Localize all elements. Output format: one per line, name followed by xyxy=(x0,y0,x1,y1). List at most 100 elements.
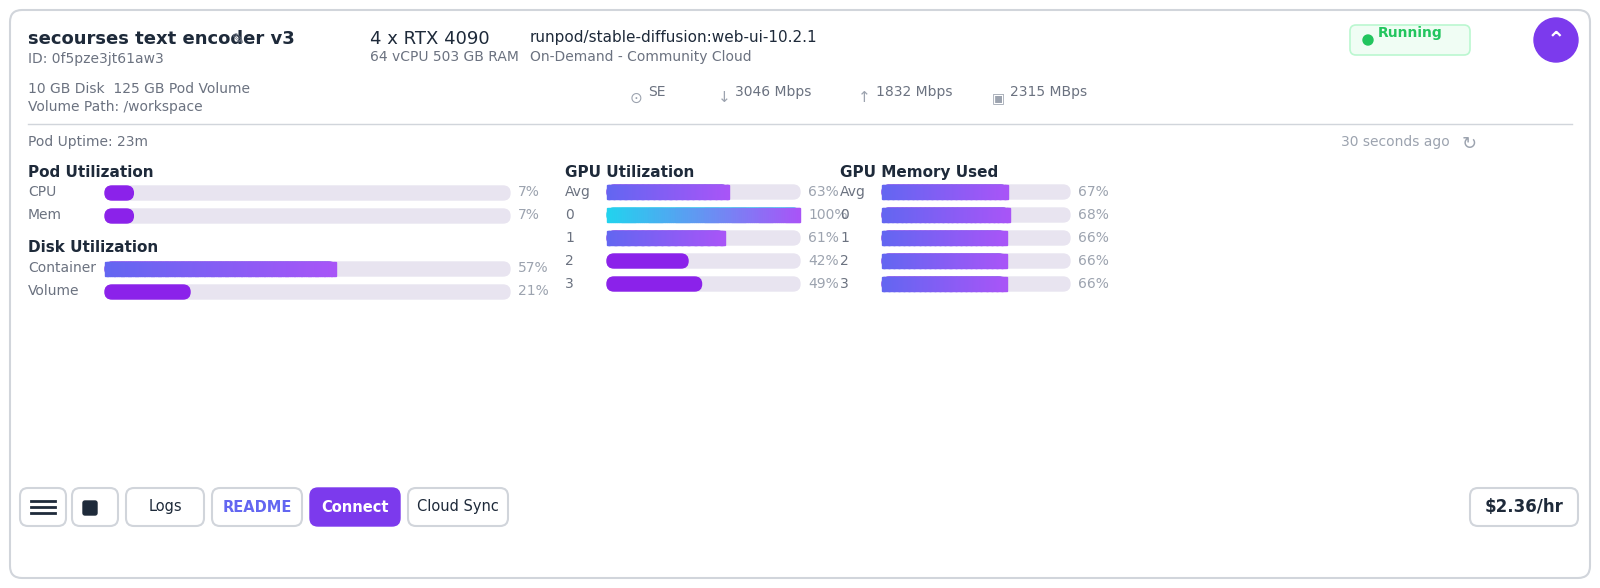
Bar xyxy=(963,231,966,245)
Bar xyxy=(139,262,142,276)
Bar xyxy=(891,231,894,245)
Bar xyxy=(947,208,949,222)
Bar xyxy=(699,208,702,222)
Text: 57%: 57% xyxy=(518,261,549,275)
Bar xyxy=(664,231,666,245)
Bar xyxy=(658,208,659,222)
FancyBboxPatch shape xyxy=(1470,488,1578,526)
Bar xyxy=(651,185,654,199)
Bar xyxy=(928,254,930,268)
Bar xyxy=(970,231,971,245)
Bar xyxy=(654,231,656,245)
Bar xyxy=(976,254,978,268)
Bar xyxy=(958,277,960,291)
Bar xyxy=(771,208,773,222)
Bar xyxy=(672,208,675,222)
Bar xyxy=(902,231,906,245)
Bar xyxy=(990,208,992,222)
Bar xyxy=(653,185,654,199)
Bar xyxy=(915,185,917,199)
Text: 2: 2 xyxy=(840,254,848,268)
Bar xyxy=(264,262,267,276)
Bar xyxy=(613,231,614,245)
Bar xyxy=(902,254,904,268)
Bar xyxy=(317,262,320,276)
Bar xyxy=(886,231,888,245)
FancyBboxPatch shape xyxy=(106,262,510,276)
Bar xyxy=(965,231,966,245)
Bar xyxy=(990,254,994,268)
Bar xyxy=(886,254,888,268)
Bar xyxy=(1002,185,1003,199)
Bar xyxy=(701,231,702,245)
Bar xyxy=(710,185,712,199)
Bar xyxy=(112,262,115,276)
FancyBboxPatch shape xyxy=(106,285,510,299)
Bar xyxy=(899,208,901,222)
Bar xyxy=(621,231,622,245)
Bar xyxy=(885,208,886,222)
Bar xyxy=(968,185,970,199)
Bar xyxy=(1005,254,1006,268)
Bar xyxy=(202,262,205,276)
Bar xyxy=(957,208,960,222)
Bar xyxy=(886,277,888,291)
Bar xyxy=(667,231,669,245)
Bar xyxy=(957,231,958,245)
Bar xyxy=(656,208,658,222)
Bar xyxy=(142,262,144,276)
Bar xyxy=(718,185,720,199)
Bar xyxy=(986,277,987,291)
Bar xyxy=(949,185,950,199)
Bar xyxy=(998,208,1000,222)
Bar xyxy=(958,231,960,245)
Bar xyxy=(893,185,894,199)
Bar xyxy=(1008,208,1010,222)
Bar xyxy=(925,254,926,268)
Bar xyxy=(904,185,906,199)
Bar xyxy=(936,277,938,291)
Bar xyxy=(698,185,699,199)
Bar xyxy=(626,231,627,245)
Bar xyxy=(938,185,939,199)
Bar xyxy=(965,254,966,268)
Bar xyxy=(950,185,952,199)
Bar xyxy=(627,185,629,199)
Bar xyxy=(693,231,694,245)
Text: ↓: ↓ xyxy=(718,91,731,105)
Bar xyxy=(670,208,674,222)
Bar xyxy=(1002,254,1003,268)
Bar xyxy=(675,231,677,245)
Text: 49%: 49% xyxy=(808,277,838,291)
Text: 4 x RTX 4090: 4 x RTX 4090 xyxy=(370,30,490,48)
Bar xyxy=(723,185,725,199)
FancyBboxPatch shape xyxy=(882,185,1008,199)
Bar xyxy=(987,185,989,199)
Bar xyxy=(914,277,915,291)
Bar xyxy=(982,254,984,268)
Bar xyxy=(160,262,163,276)
FancyBboxPatch shape xyxy=(882,208,1010,222)
Bar xyxy=(952,277,955,291)
FancyBboxPatch shape xyxy=(606,208,800,222)
Bar xyxy=(989,277,990,291)
Bar xyxy=(616,185,619,199)
Bar xyxy=(752,208,754,222)
Bar xyxy=(283,262,285,276)
Bar xyxy=(667,185,669,199)
Bar xyxy=(760,208,762,222)
Bar xyxy=(902,277,906,291)
Bar xyxy=(683,185,685,199)
Bar xyxy=(181,262,184,276)
Bar xyxy=(912,254,914,268)
Bar xyxy=(688,185,690,199)
Bar xyxy=(928,185,930,199)
Text: 3: 3 xyxy=(840,277,848,291)
Bar xyxy=(885,277,886,291)
Bar xyxy=(765,208,768,222)
Bar xyxy=(637,231,638,245)
Bar xyxy=(891,277,893,291)
Bar xyxy=(987,277,989,291)
Bar xyxy=(963,208,965,222)
Bar xyxy=(638,185,640,199)
